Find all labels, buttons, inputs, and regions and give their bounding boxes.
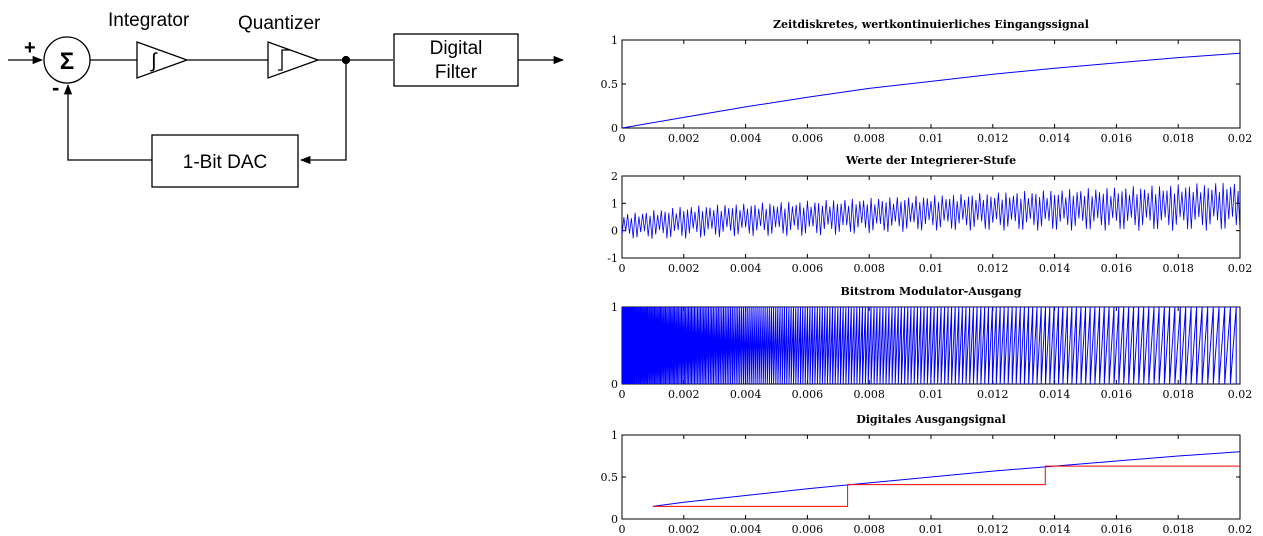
- plot-area: [622, 307, 1240, 384]
- x-tick-label: 0.002: [668, 388, 700, 401]
- plot-area: [622, 52, 1240, 128]
- y-tick-label: 0: [611, 513, 618, 526]
- x-tick-label: 0.014: [1039, 262, 1071, 275]
- x-tick-label: 0.018: [1162, 262, 1194, 275]
- integrator-signal-line: [622, 182, 1240, 239]
- y-tick-label: 0: [611, 378, 618, 391]
- x-tick-label: 0.008: [853, 132, 885, 145]
- x-tick-label: 0.012: [977, 262, 1009, 275]
- x-tick-label: 0.012: [977, 388, 1009, 401]
- bitstream-line: [622, 307, 1237, 384]
- chart-title: Digitales Ausgangsignal: [856, 413, 1006, 426]
- x-tick-label: 0.018: [1162, 523, 1194, 536]
- dac-to-sum-line: [63, 83, 152, 161]
- x-tick-label: 0.01: [919, 262, 944, 275]
- x-tick-label: 0.006: [792, 523, 824, 536]
- x-tick-label: 0.008: [853, 262, 885, 275]
- digital-filter-block: [393, 33, 519, 87]
- x-tick-label: 0.02: [1228, 132, 1253, 145]
- x-tick-label: 0.018: [1162, 388, 1194, 401]
- x-tick-label: 0.002: [668, 262, 700, 275]
- signal-line: [622, 52, 1240, 128]
- x-tick-label: 0.004: [730, 523, 762, 536]
- x-tick-label: 0.016: [1101, 262, 1133, 275]
- x-tick-label: 0.008: [853, 388, 885, 401]
- x-tick-label: 0.008: [853, 523, 885, 536]
- axes-box: [621, 39, 1241, 129]
- x-tick-label: 0: [619, 132, 626, 145]
- x-tick-label: 0.004: [730, 132, 762, 145]
- x-tick-label: 0.01: [919, 388, 944, 401]
- x-tick-label: 0.006: [792, 262, 824, 275]
- x-tick-label: 0.02: [1228, 523, 1253, 536]
- minus-sign: -: [52, 75, 59, 100]
- plus-sign: +: [24, 37, 36, 59]
- y-tick-label: 2: [611, 170, 618, 183]
- integral-symbol: ∫: [150, 50, 158, 72]
- x-tick-label: 0.016: [1101, 523, 1133, 536]
- output-step-line: [652, 465, 1240, 507]
- x-tick-label: 0.01: [919, 523, 944, 536]
- plot-area: [622, 182, 1240, 239]
- chart-title: Bitstrom Modulator-Ausgang: [841, 285, 1022, 298]
- feedback-line: [299, 60, 347, 165]
- chart-title: Zeitdiskretes, wertkontinuierliches Eing…: [773, 18, 1089, 31]
- integrator-label: Integrator: [108, 10, 190, 31]
- plots-group: Zeitdiskretes, wertkontinuierliches Eing…: [601, 18, 1253, 536]
- quantizer-step-icon: [278, 49, 290, 71]
- y-tick-label: 0: [611, 122, 618, 135]
- y-tick-label: 0: [611, 225, 618, 238]
- y-tick-label: 0.5: [601, 78, 619, 91]
- x-tick-label: 0.014: [1039, 523, 1071, 536]
- chart-3: Bitstrom Modulator-Ausgang 0 0.002 0.004 0.0…: [611, 285, 1252, 401]
- x-tick-label: 0.016: [1101, 132, 1133, 145]
- x-tick-label: 0.016: [1101, 388, 1133, 401]
- y-tick-label: 1: [611, 34, 618, 47]
- filter-label-line1: Digital: [430, 38, 483, 59]
- x-tick-label: 0: [619, 388, 626, 401]
- block-diagram: [8, 33, 565, 188]
- x-tick-label: 0.002: [668, 523, 700, 536]
- x-tick-label: 0.02: [1228, 262, 1253, 275]
- x-tick-label: 0.002: [668, 132, 700, 145]
- chart-2: Werte der Integrierer-Stufe 0 0.002 0.004 0.…: [607, 154, 1252, 275]
- chart-1: Zeitdiskretes, wertkontinuierliches Eing…: [601, 18, 1253, 145]
- x-tick-label: 0.012: [977, 523, 1009, 536]
- chart-4: Digitales Ausgangsignal 0 0.002 0.004 0.006 0…: [601, 413, 1253, 536]
- x-tick-label: 0.004: [730, 388, 762, 401]
- x-tick-label: 0.006: [792, 388, 824, 401]
- y-tick-label: -1: [607, 252, 618, 265]
- x-tick-label: 0.004: [730, 262, 762, 275]
- integrator-block: [136, 41, 189, 79]
- dac-label: 1-Bit DAC: [183, 152, 267, 173]
- x-tick-label: 0.01: [919, 132, 944, 145]
- x-tick-label: 0.006: [792, 132, 824, 145]
- sum-symbol: Σ: [60, 48, 74, 75]
- x-tick-label: 0: [619, 262, 626, 275]
- x-tick-label: 0.014: [1039, 388, 1071, 401]
- x-tick-label: 0.012: [977, 132, 1009, 145]
- y-tick-label: 0.5: [601, 471, 619, 484]
- y-tick-label: 1: [611, 429, 618, 442]
- y-tick-label: 1: [611, 301, 618, 314]
- signal-line: [652, 451, 1240, 507]
- y-tick-label: 1: [611, 197, 618, 210]
- filter-label-line2: Filter: [435, 62, 478, 83]
- x-tick-label: 0: [619, 523, 626, 536]
- dac-block: [151, 134, 299, 188]
- x-tick-label: 0.02: [1228, 388, 1253, 401]
- quantizer-label: Quantizer: [238, 13, 321, 34]
- plot-area: [652, 451, 1240, 507]
- quantizer-block: [267, 41, 320, 79]
- x-tick-label: 0.014: [1039, 132, 1071, 145]
- chart-title: Werte der Integrierer-Stufe: [845, 154, 1016, 167]
- x-tick-label: 0.018: [1162, 132, 1194, 145]
